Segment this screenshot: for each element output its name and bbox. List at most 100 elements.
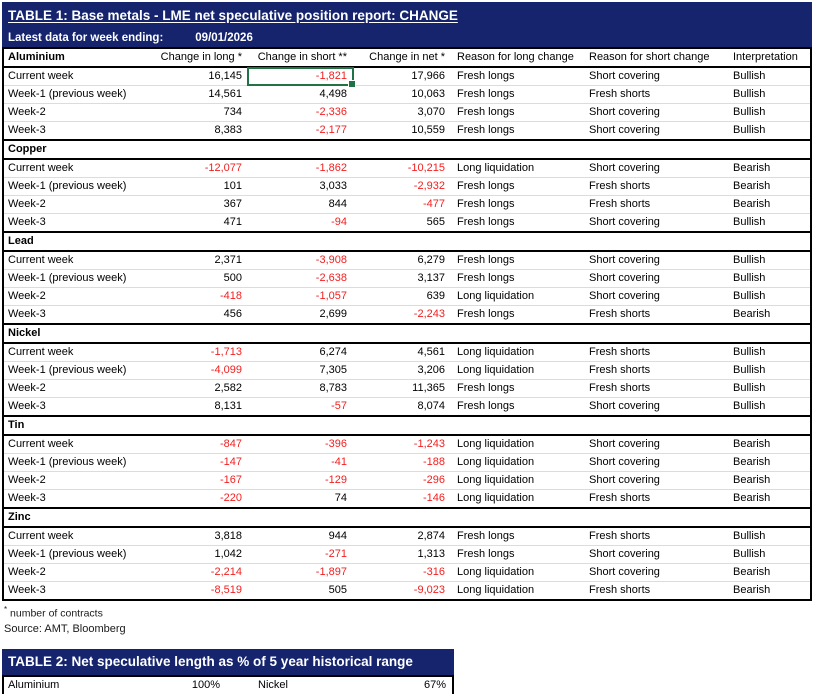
cell-reason-long[interactable]: Fresh longs	[457, 548, 515, 560]
cell-short[interactable]: -57	[331, 400, 347, 412]
cell-interp[interactable]: Bearish	[733, 456, 771, 468]
cell-long[interactable]: 2,582	[214, 382, 242, 394]
cell-reason-long[interactable]: Fresh longs	[457, 180, 515, 192]
cell-label[interactable]: Current week	[8, 70, 74, 82]
cell-long[interactable]: 2,371	[214, 254, 242, 266]
cell-net[interactable]: -10,215	[407, 162, 445, 174]
cell-long[interactable]: -1,713	[210, 346, 242, 358]
cell-label[interactable]: Current week	[8, 162, 74, 174]
metal-name[interactable]: Lead	[8, 235, 34, 247]
week-ending-date[interactable]: 09/01/2026	[195, 31, 253, 44]
cell-net[interactable]: 639	[426, 290, 445, 302]
cell-interp[interactable]: Bullish	[733, 88, 766, 100]
cell-long[interactable]: 8,131	[214, 400, 242, 412]
cell-reason-short[interactable]: Fresh shorts	[589, 492, 651, 504]
cell-reason-short[interactable]: Short covering	[589, 474, 660, 486]
cell-reason-long[interactable]: Fresh longs	[457, 88, 515, 100]
cell-short[interactable]: 844	[328, 198, 347, 210]
metal-name[interactable]: Nickel	[8, 327, 41, 339]
fill-handle[interactable]	[348, 80, 356, 88]
cell-reason-long[interactable]: Fresh longs	[457, 382, 515, 394]
cell-reason-short[interactable]: Short covering	[589, 438, 660, 450]
cell-reason-short[interactable]: Fresh shorts	[589, 346, 651, 358]
cell-short[interactable]: -41	[331, 456, 347, 468]
column-header-reason-short[interactable]: Reason for short change	[589, 51, 710, 63]
cell-net[interactable]: 10,063	[411, 88, 445, 100]
cell-reason-long[interactable]: Fresh longs	[457, 70, 515, 82]
cell-reason-long[interactable]: Fresh longs	[457, 272, 515, 284]
cell-net[interactable]: 3,206	[417, 364, 445, 376]
cell-interp[interactable]: Bullish	[733, 216, 766, 228]
cell-label[interactable]: Current week	[8, 438, 74, 450]
cell-net[interactable]: -296	[422, 474, 445, 486]
cell-net[interactable]: 4,561	[417, 346, 445, 358]
cell-long[interactable]: -4,099	[210, 364, 242, 376]
cell-long[interactable]: 101	[223, 180, 242, 192]
cell-interp[interactable]: Bearish	[733, 492, 771, 504]
cell-reason-long[interactable]: Long liquidation	[457, 346, 535, 358]
cell-reason-short[interactable]: Short covering	[589, 548, 660, 560]
cell-reason-long[interactable]: Long liquidation	[457, 364, 535, 376]
cell-net[interactable]: -9,023	[413, 584, 445, 596]
cell-long[interactable]: 1,042	[214, 548, 242, 560]
cell-short[interactable]: 7,305	[319, 364, 347, 376]
cell-interp[interactable]: Bullish	[733, 346, 766, 358]
column-header-interpretation[interactable]: Interpretation	[733, 51, 798, 63]
cell-interp[interactable]: Bullish	[733, 254, 766, 266]
column-header-change-in-net[interactable]: Change in net *	[369, 51, 445, 63]
metal-name[interactable]: Tin	[8, 419, 25, 431]
cell-label[interactable]: Week-1 (previous week)	[8, 272, 127, 284]
cell-label[interactable]: Week-3	[8, 124, 46, 136]
cell-reason-short[interactable]: Fresh shorts	[589, 530, 651, 542]
cell-reason-short[interactable]: Short covering	[589, 400, 660, 412]
cell-short[interactable]: -1,862	[315, 162, 347, 174]
cell-short[interactable]: 8,783	[319, 382, 347, 394]
cell-short[interactable]: -2,177	[315, 124, 347, 136]
cell-interp[interactable]: Bearish	[733, 308, 771, 320]
cell-value-right[interactable]: 67%	[423, 678, 446, 691]
cell-reason-long[interactable]: Long liquidation	[457, 162, 535, 174]
cell-reason-short[interactable]: Short covering	[589, 162, 660, 174]
cell-label[interactable]: Current week	[8, 254, 74, 266]
cell-long[interactable]: -147	[219, 456, 242, 468]
cell-metal-left[interactable]: Aluminium	[8, 678, 60, 691]
cell-long[interactable]: -8,519	[210, 584, 242, 596]
cell-long[interactable]: 734	[223, 106, 242, 118]
metal-name[interactable]: Copper	[8, 143, 47, 155]
cell-reason-long[interactable]: Long liquidation	[457, 438, 535, 450]
cell-interp[interactable]: Bearish	[733, 180, 771, 192]
cell-interp[interactable]: Bearish	[733, 198, 771, 210]
cell-net[interactable]: 2,874	[417, 530, 445, 542]
cell-label[interactable]: Week-2	[8, 474, 46, 486]
cell-long[interactable]: 500	[223, 272, 242, 284]
cell-interp[interactable]: Bearish	[733, 474, 771, 486]
cell-reason-long[interactable]: Fresh longs	[457, 400, 515, 412]
cell-short[interactable]: 2,699	[319, 308, 347, 320]
cell-label[interactable]: Week-3	[8, 584, 46, 596]
cell-long[interactable]: -847	[219, 438, 242, 450]
column-header-change-in-short[interactable]: Change in short **	[257, 51, 347, 63]
cell-reason-short[interactable]: Fresh shorts	[589, 364, 651, 376]
cell-interp[interactable]: Bullish	[733, 548, 766, 560]
cell-long[interactable]: -220	[219, 492, 242, 504]
column-header-metal[interactable]: Aluminium	[8, 51, 65, 63]
cell-net[interactable]: 6,279	[417, 254, 445, 266]
cell-label[interactable]: Current week	[8, 346, 74, 358]
cell-short[interactable]: -1,897	[315, 566, 347, 578]
cell-short[interactable]: -94	[331, 216, 347, 228]
cell-metal-right[interactable]: Nickel	[258, 678, 288, 691]
cell-net[interactable]: 17,966	[411, 70, 445, 82]
cell-reason-short[interactable]: Short covering	[589, 254, 660, 266]
cell-label[interactable]: Current week	[8, 530, 74, 542]
cell-interp[interactable]: Bullish	[733, 364, 766, 376]
cell-interp[interactable]: Bullish	[733, 382, 766, 394]
cell-interp[interactable]: Bullish	[733, 106, 766, 118]
cell-long[interactable]: 14,561	[208, 88, 242, 100]
cell-long[interactable]: 367	[223, 198, 242, 210]
cell-net[interactable]: 3,137	[417, 272, 445, 284]
cell-reason-short[interactable]: Short covering	[589, 456, 660, 468]
cell-interp[interactable]: Bearish	[733, 438, 771, 450]
cell-reason-long[interactable]: Long liquidation	[457, 566, 535, 578]
cell-label[interactable]: Week-3	[8, 216, 46, 228]
cell-label[interactable]: Week-3	[8, 400, 46, 412]
